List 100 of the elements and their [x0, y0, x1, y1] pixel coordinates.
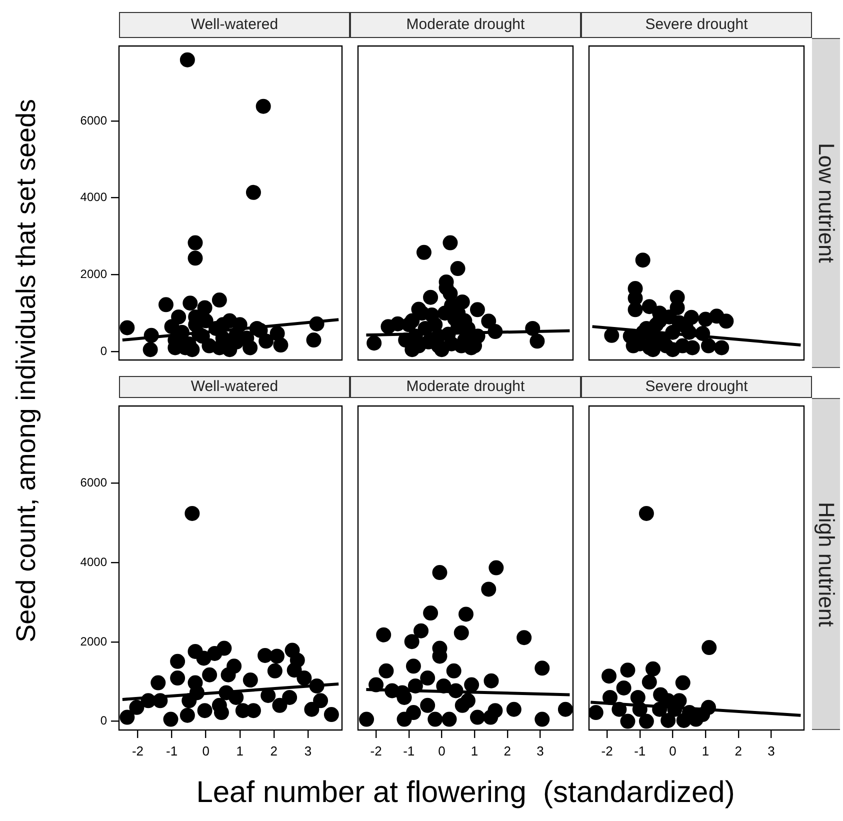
point [184, 506, 200, 521]
x-tick-label: 1 [236, 743, 244, 758]
point [516, 630, 532, 646]
point [442, 235, 458, 250]
point [129, 700, 144, 715]
point [376, 627, 392, 642]
point [454, 625, 469, 640]
point [484, 673, 499, 688]
point [652, 702, 668, 717]
y-tick-label: 0 [100, 344, 108, 358]
point [296, 670, 312, 686]
text: High nutrient [813, 502, 839, 626]
point [260, 688, 276, 703]
point [682, 324, 697, 340]
point [401, 317, 416, 332]
point [269, 648, 284, 664]
point [180, 708, 195, 723]
point [406, 658, 421, 674]
point [660, 712, 676, 728]
point [436, 678, 452, 694]
point [366, 336, 382, 351]
point [163, 712, 178, 727]
point [188, 235, 203, 250]
point [164, 319, 180, 334]
point [464, 677, 480, 692]
y-tick-label: 4000 [80, 554, 108, 569]
point [306, 332, 322, 348]
x-tick-label: 0 [669, 743, 676, 758]
point [642, 299, 657, 314]
y-axis-title: Seed count, among individuals that set seeds [10, 99, 42, 643]
point [222, 342, 238, 358]
point [140, 693, 156, 708]
chart-title: Moderate drought [350, 12, 581, 38]
point [470, 302, 485, 318]
x-tick-label: 2 [270, 743, 278, 758]
point [460, 693, 476, 708]
point [635, 252, 650, 268]
point [428, 317, 443, 332]
x-tick-label: 3 [768, 743, 775, 758]
point [665, 342, 680, 358]
point [216, 640, 232, 656]
x-tick-label: -1 [403, 743, 415, 758]
point [212, 698, 227, 713]
point [196, 650, 212, 666]
point [270, 326, 285, 341]
point [220, 667, 236, 682]
point [180, 52, 195, 68]
point [638, 506, 654, 521]
point [632, 702, 648, 717]
point [406, 705, 421, 720]
point [525, 320, 540, 336]
point [448, 683, 464, 698]
point [534, 660, 550, 676]
point [267, 663, 282, 678]
point [182, 296, 198, 311]
point [368, 677, 384, 692]
point [256, 98, 271, 114]
chart-title: Well-watered [119, 12, 350, 38]
point [602, 668, 617, 684]
point [273, 338, 288, 353]
point [488, 324, 503, 340]
chart-title: Severe drought [581, 12, 812, 38]
point [189, 685, 204, 700]
y-tick-label: 6000 [80, 476, 108, 490]
chart-title: Moderate drought [350, 376, 581, 398]
point [242, 672, 258, 688]
point [428, 712, 443, 727]
y-tick-label: 0 [100, 714, 108, 728]
point [359, 712, 374, 727]
point [630, 690, 646, 705]
point [188, 250, 203, 266]
point [142, 342, 158, 358]
x-tick-label: 1 [702, 743, 710, 758]
text: Low nutrient [813, 143, 839, 263]
point [620, 714, 636, 729]
point [602, 690, 618, 705]
point [246, 184, 261, 200]
point [378, 663, 394, 678]
point [170, 654, 186, 669]
point [212, 292, 227, 308]
y-tick-label: 4000 [80, 190, 108, 204]
x-tick-label: 2 [734, 743, 742, 758]
point [423, 606, 438, 621]
point [309, 678, 324, 694]
point [150, 675, 166, 690]
point [589, 705, 604, 720]
point [432, 565, 448, 580]
point [714, 340, 730, 356]
point [197, 703, 212, 718]
point [304, 702, 320, 717]
point [646, 661, 661, 676]
x-tick-label: -2 [370, 743, 382, 758]
point [718, 314, 734, 329]
point [309, 316, 324, 332]
x-tick-label: 3 [304, 743, 312, 758]
x-tick-label: 2 [504, 743, 511, 758]
point [423, 290, 438, 305]
point [702, 640, 717, 656]
x-tick-label: 0 [202, 743, 210, 758]
x-tick-label: -1 [634, 743, 646, 758]
